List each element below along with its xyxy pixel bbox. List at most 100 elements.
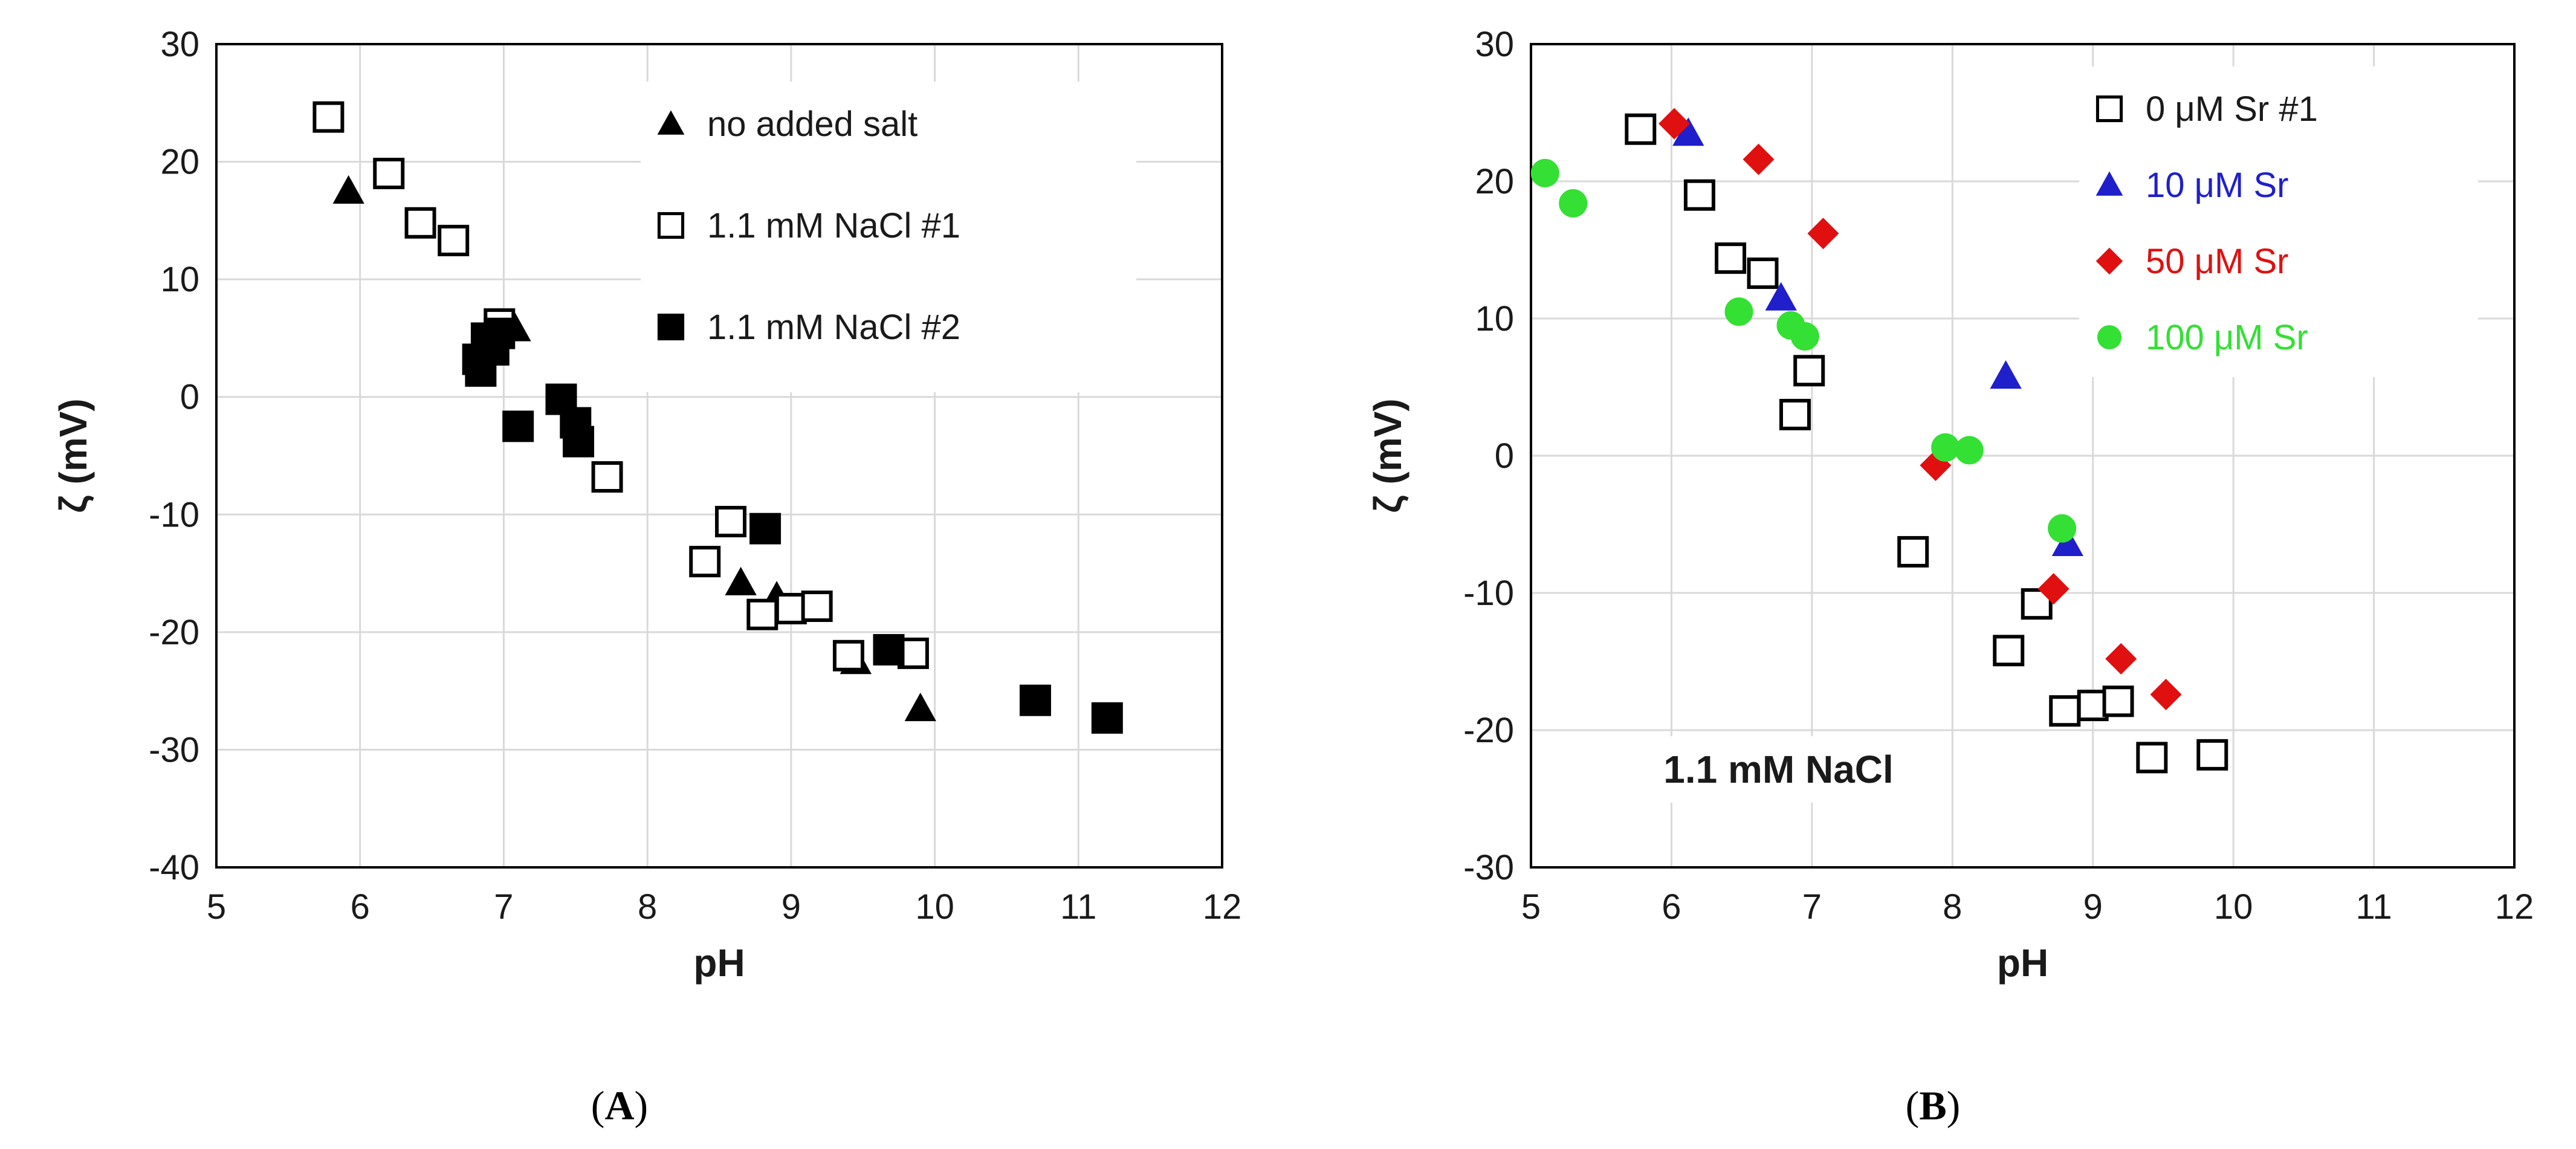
chart-a-x-tick-label: 7 [494, 887, 513, 927]
chart-b-x-tick-label: 5 [1521, 887, 1541, 927]
chart-b-legend-100-m-sr-marker [2097, 325, 2122, 350]
chart-a-1-1-mm-nacl-1-point [404, 207, 436, 239]
chart-a-y-tick-label: -10 [149, 495, 199, 534]
chart-b-x-tick-label: 10 [2214, 887, 2253, 927]
chart-a-1-1-mm-nacl-1-point [801, 591, 833, 623]
chart-b-legend-50-m-sr-marker [2095, 247, 2123, 275]
chart-a-legend-1-1-mm-nacl-2-label: 1.1 mM NaCl #2 [707, 308, 960, 347]
chart-a-x-tick-label: 9 [782, 887, 801, 927]
chart-b-0-m-sr-1-point [1897, 536, 1929, 568]
chart-a-plot-frame [215, 43, 1223, 869]
chart-a-1-1-mm-nacl-1-point [312, 101, 345, 133]
chart-a-no-added-salt-point [904, 692, 936, 722]
chart-b-100-m-sr-point [1955, 436, 1984, 465]
chart-a-1-1-mm-nacl-1-point [591, 461, 623, 493]
chart-a-y-tick-label: 10 [160, 260, 199, 299]
chart-b-0-m-sr-1-point [1993, 635, 2025, 667]
chart-b-legend-background [2079, 66, 2478, 377]
chart-b-plot-frame [1530, 43, 2516, 869]
chart-a-1-1-mm-nacl-1-point [438, 224, 470, 256]
panel-label-b-open: ( [1905, 1083, 1920, 1128]
chart-b-0-m-sr-1-point [1793, 355, 1825, 387]
panel-label-a: (A) [529, 1082, 710, 1130]
chart-a-1-1-mm-nacl-2-point [563, 426, 595, 458]
chart-a-1-1-mm-nacl-2-point [1019, 684, 1051, 716]
chart-b-100-m-sr-point [1931, 433, 1960, 462]
chart-a-x-tick-label: 12 [1203, 887, 1242, 927]
chart-b-x-tick-label: 9 [2083, 887, 2103, 927]
chart-a-y-tick-label: 30 [160, 25, 199, 64]
chart-b-y-tick-label: 0 [1495, 436, 1514, 476]
chart-b-0-m-sr-1-point [1625, 113, 1657, 145]
chart-b-x-tick-label: 11 [2355, 887, 2392, 927]
chart-a-1-1-mm-nacl-2-point [749, 513, 782, 545]
chart-a-y-tick-label: 0 [180, 378, 199, 417]
chart-b-legend-100-m-sr-label: 100 μM Sr [2146, 318, 2308, 357]
chart-a-1-1-mm-nacl-1-point [689, 546, 721, 578]
panel-label-a-open: ( [591, 1083, 605, 1128]
chart-b-100-m-sr-point [1530, 158, 1559, 187]
chart-a-1-1-mm-nacl-1-point [775, 592, 807, 624]
chart-b-0-m-sr-1-point [1715, 242, 1747, 274]
panel-label-b-close: ) [1946, 1083, 1961, 1128]
chart-b-y-tick-label: 10 [1475, 299, 1514, 338]
chart-b-x-tick-label: 8 [1943, 887, 1962, 927]
chart-b-0-m-sr-1-point [1747, 257, 1779, 290]
chart-b-legend-10-m-sr-label: 10 μM Sr [2146, 166, 2288, 205]
chart-a-legend-1-1-mm-nacl-1-marker [657, 212, 685, 239]
chart-b-10-m-sr-point [1765, 282, 1797, 311]
chart-b-x-axis-title: pH [1997, 941, 2048, 985]
chart-b-annotation-background [1608, 736, 1949, 803]
chart-a-x-axis-title: pH [693, 941, 745, 985]
chart-b-100-m-sr-point [1790, 322, 1819, 351]
chart-a-legend-no-added-salt-label: no added salt [707, 105, 917, 144]
chart-a-y-tick-label: 20 [160, 143, 199, 182]
chart-b-100-m-sr-point [1559, 189, 1588, 218]
chart-b-50-m-sr-point [2037, 573, 2070, 605]
chart-a-1-1-mm-nacl-2-point [873, 634, 905, 666]
chart-a-1-1-mm-nacl-1-point [715, 505, 747, 537]
chart-a-x-tick-label: 11 [1060, 887, 1096, 927]
chart-b-x-tick-label: 12 [2495, 887, 2534, 927]
chart-b-x-tick-label: 6 [1662, 887, 1681, 927]
chart-b-y-tick-label: 20 [1475, 162, 1514, 201]
chart-a-y-tick-label: -20 [149, 613, 199, 652]
chart-b-legend-0-m-sr-1-label: 0 μM Sr #1 [2146, 89, 2318, 129]
chart-a-legend-background [641, 82, 1136, 392]
chart-a-1-1-mm-nacl-1-point [832, 639, 864, 672]
chart-b: 5 6 7 8 9 10 11 12 -30 -20 -10 0 10 20 30 pH ζ (mV) 1.1 m… [1366, 25, 2534, 985]
chart-b-50-m-sr-point [1807, 218, 1839, 250]
chart-b-50-m-sr-point [1659, 108, 1691, 140]
panel-label-b: (B) [1842, 1082, 2024, 1130]
chart-a-y-tick-label: -30 [149, 730, 199, 769]
chart-a-x-tick-label: 6 [351, 887, 370, 927]
panel-label-b-letter: B [1919, 1083, 1947, 1128]
chart-a-legend-1-1-mm-nacl-2-marker [657, 313, 685, 341]
chart-b-0-m-sr-1-point [2021, 588, 2053, 620]
chart-b-y-tick-label: -30 [1463, 848, 1514, 887]
chart-b-0-m-sr-1-point [2049, 695, 2081, 727]
chart-a-1-1-mm-nacl-2-point [1091, 702, 1123, 734]
chart-b-50-m-sr-point [2105, 642, 2137, 675]
chart-b-0-m-sr-1-point [1683, 179, 1715, 211]
chart-b-0-m-sr-1-point [1779, 398, 1811, 430]
chart-b-100-m-sr-point [1724, 297, 1753, 326]
chart-b-x-tick-label: 7 [1802, 887, 1822, 927]
chart-a-x-tick-label: 5 [207, 887, 226, 927]
panel-label-a-close: ) [634, 1083, 649, 1128]
chart-b-50-m-sr-point [1743, 143, 1775, 175]
chart-b-10-m-sr-point [1990, 360, 2022, 389]
chart-a: 5 6 7 8 9 10 11 12 -40 -30 -20 -10 0 10 20 30 pH ζ (mV) no… [51, 25, 1241, 985]
chart-a-y-tick-label: -40 [149, 848, 199, 887]
chart-b-0-m-sr-1-point [2196, 739, 2228, 771]
chart-a-1-1-mm-nacl-1-point [746, 598, 778, 630]
chart-a-legend-no-added-salt-marker [657, 110, 685, 135]
chart-b-y-tick-label: 30 [1475, 25, 1514, 64]
chart-b-0-m-sr-1-point [2136, 742, 2168, 774]
chart-b-y-tick-label: -20 [1463, 711, 1514, 750]
chart-a-x-tick-label: 10 [915, 887, 954, 927]
chart-a-no-added-salt-point [725, 566, 757, 595]
chart-b-100-m-sr-point [2048, 514, 2077, 543]
chart-b-y-tick-label: -10 [1463, 574, 1514, 613]
